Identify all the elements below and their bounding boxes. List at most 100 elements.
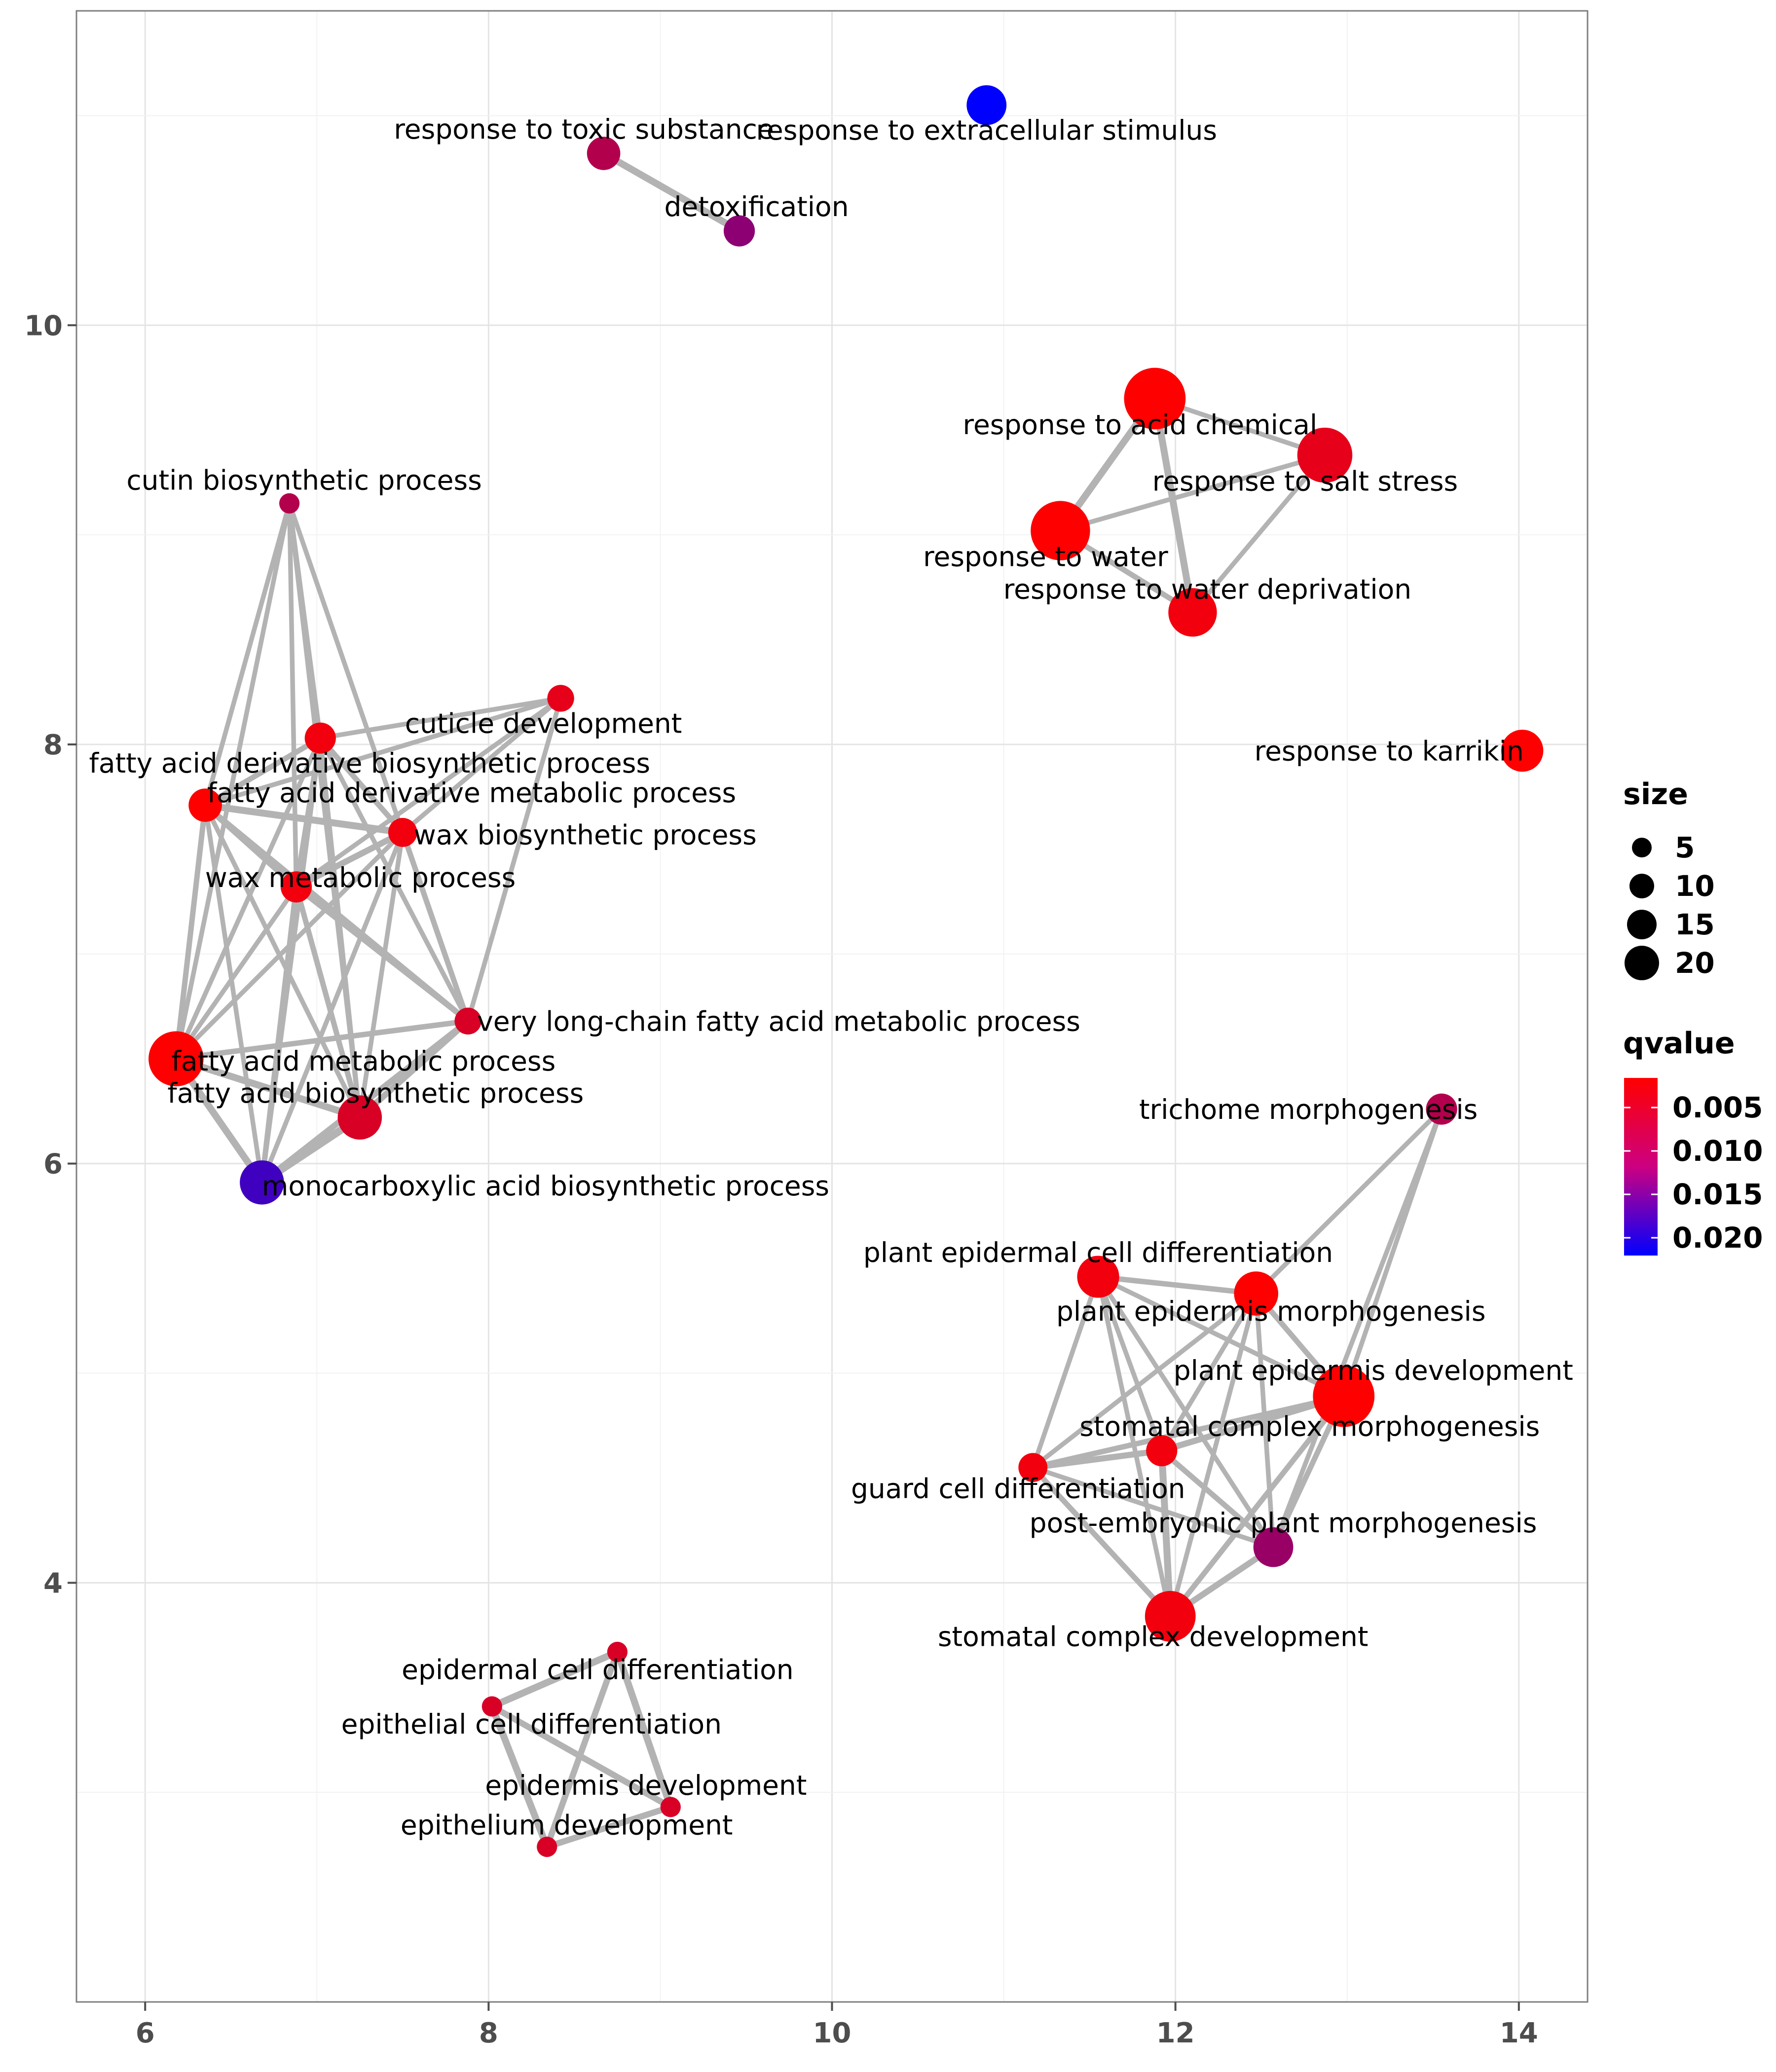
size-legend-dot (1625, 946, 1659, 980)
node-n25 (1253, 1527, 1294, 1567)
edge-n20-n22 (1096, 1274, 1346, 1399)
edge-n8-n15 (174, 501, 292, 1061)
node-label-n10: fatty acid derivative biosynthetic proce… (89, 747, 650, 779)
node-label-n19: trichome morphogenesis (1139, 1094, 1478, 1125)
node-n30 (537, 1837, 557, 1857)
node-label-n1: response to extracellular stimulus (756, 114, 1217, 146)
edge-n5-n7 (1190, 452, 1328, 615)
node-n8 (279, 493, 300, 514)
node-n18 (1501, 730, 1544, 772)
edge-n20-n23 (1096, 1274, 1164, 1453)
edge-n15-n16 (172, 1055, 364, 1121)
edge-n8-n11 (203, 501, 292, 808)
y-tick-label: 8 (43, 729, 63, 761)
node-n15 (148, 1031, 204, 1087)
edge-n27-n30 (544, 1649, 621, 1850)
node-n21 (1234, 1271, 1279, 1316)
size-legend-title: size (1623, 777, 1688, 812)
qvalue-legend-label: 0.010 (1672, 1134, 1763, 1168)
x-tick-label: 10 (813, 2017, 851, 2049)
edge-n29-n30 (544, 1804, 674, 1850)
node-n2 (587, 137, 621, 170)
edge-n24-n25 (1030, 1465, 1276, 1550)
edge-n11-n17 (203, 803, 264, 1185)
node-n12 (388, 817, 417, 847)
size-legend-dot (1632, 838, 1652, 857)
node-label-n22: plant epidermis development (1174, 1355, 1573, 1386)
qvalue-legend-label: 0.015 (1672, 1178, 1763, 1211)
node-n17 (240, 1160, 284, 1205)
edge-n13-n15 (174, 885, 299, 1061)
node-label-layer: response to extracellular stimulus respon… (89, 113, 1573, 1841)
y-tick-label: 6 (43, 1148, 63, 1181)
node-label-n30: epithelium development (401, 1810, 733, 1841)
node-n14 (454, 1007, 481, 1035)
edge-n19-n25 (1271, 1107, 1444, 1550)
size-legend-label: 10 (1675, 869, 1715, 903)
node-label-n12: wax biosynthetic process (414, 819, 757, 851)
node-label-n7: response to water deprivation (1003, 573, 1411, 605)
edge-n8-n12 (287, 501, 406, 835)
edge-n8-n13 (287, 501, 299, 889)
edge-n23-n25 (1159, 1448, 1276, 1550)
edge-n28-n30 (488, 1702, 551, 1850)
edge-n21-n24 (1030, 1291, 1258, 1470)
node-label-n13: wax metabolic process (205, 862, 516, 893)
node-n24 (1018, 1453, 1048, 1482)
y-tick-label: 4 (43, 1567, 63, 1599)
node-n16 (337, 1095, 382, 1140)
node-n9 (547, 685, 574, 712)
edge-n12-n14 (400, 829, 471, 1024)
edge-n27-n28 (488, 1648, 621, 1710)
edge-n21-n26 (1168, 1291, 1258, 1619)
edge-n13-n14 (294, 884, 471, 1024)
edge-n11-n16 (203, 803, 363, 1120)
edge-n11-n15 (173, 802, 208, 1062)
node-n5 (1297, 427, 1353, 483)
node-label-n23: stomatal complex morphogenesis (1079, 1411, 1540, 1443)
node-label-n6: response to water (923, 541, 1168, 573)
node-n26 (1145, 1591, 1196, 1642)
edge-n21-n23 (1159, 1291, 1258, 1453)
node-n3 (723, 215, 755, 247)
size-legend-items: 5 10 15 20 (1625, 831, 1715, 980)
x-tick-label: 14 (1500, 2017, 1538, 2049)
size-legend-label: 20 (1675, 946, 1715, 980)
node-label-n5: response to salt stress (1152, 466, 1458, 497)
edge-n4-n7 (1151, 395, 1196, 616)
node-n29 (660, 1797, 681, 1817)
qvalue-legend-title: qvalue (1623, 1026, 1735, 1061)
node-n28 (481, 1696, 502, 1717)
node-layer (148, 85, 1544, 1857)
x-tick-label: 8 (479, 2017, 498, 2049)
x-tick-label: 12 (1156, 2017, 1195, 2049)
axis-layer: 6 8 10 12 14 4 6 8 10 (24, 310, 1538, 2049)
edge-n9-n11 (203, 696, 563, 808)
node-n6 (1031, 501, 1090, 560)
qvalue-legend-labels: 0.005 0.010 0.015 0.020 (1624, 1091, 1763, 1255)
node-n7 (1168, 588, 1217, 637)
edge-n12-n13 (293, 829, 406, 890)
edge-n19-n21 (1254, 1107, 1444, 1296)
node-label-n8: cutin biosynthetic process (126, 464, 481, 496)
node-label-n29: epidermis development (485, 1770, 807, 1801)
node-label-n9: cuticle development (405, 707, 682, 739)
node-label-n28: epithelial cell differentiation (341, 1708, 722, 1740)
node-label-n4: response to acid chemical (963, 409, 1318, 441)
node-label-n18: response to karrikin (1255, 736, 1524, 767)
edge-n27-n29 (614, 1648, 674, 1811)
edge-n20-n24 (1030, 1274, 1101, 1470)
size-legend-dot (1629, 874, 1654, 898)
edge-n10-n15 (174, 736, 323, 1061)
size-legend-label: 5 (1675, 831, 1695, 864)
edge-n2-n3 (600, 149, 743, 235)
edge-n11-n12 (202, 802, 407, 836)
node-n13 (280, 871, 312, 903)
edge-n6-n5 (1058, 452, 1328, 533)
node-label-n25: post-embryonic plant morphogenesis (1030, 1507, 1537, 1539)
edge-n20-n21 (1095, 1274, 1259, 1296)
edge-n9-n14 (465, 696, 563, 1024)
legend: size 5 10 15 20 qvalue 0.005 0.010 0.015 0.020 (1623, 777, 1763, 1256)
